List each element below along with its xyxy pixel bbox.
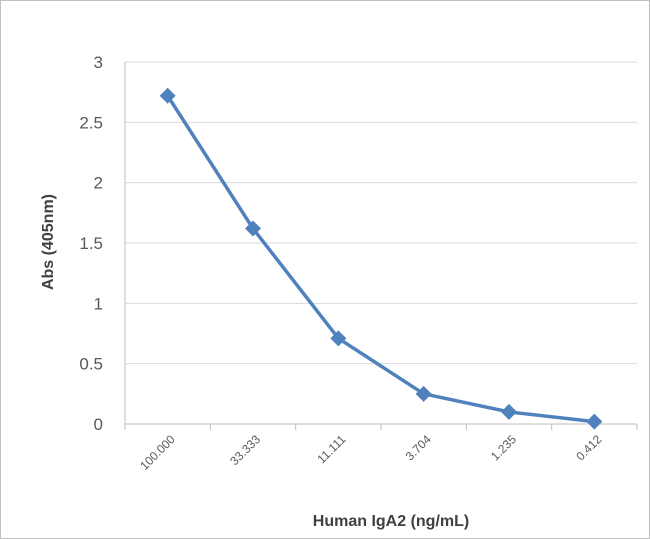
data-point-marker (501, 403, 517, 420)
y-tick-label: 2.5 (79, 113, 103, 132)
y-tick-label: 0.5 (79, 355, 103, 374)
x-tick-label: 11.111 (314, 432, 348, 466)
data-point-marker (330, 330, 347, 347)
x-axis-ticks: 100.000 33.333 11.111 3.704 1.235 0.412 (124, 424, 638, 473)
x-tick-label: 0.412 (573, 432, 604, 463)
y-axis-ticks: 0 0.5 1 1.5 2 2.5 3 (79, 53, 103, 434)
series-line-path (166, 94, 595, 424)
series-line (166, 94, 595, 424)
y-tick-label: 0 (94, 415, 103, 434)
y-axis-title: Abs (405nm) (40, 194, 57, 290)
x-tick-label: 1.235 (488, 432, 519, 463)
y-tick-label: 2 (94, 174, 103, 193)
data-point-marker (245, 220, 261, 237)
x-axis-title: Human IgA2 (ng/mL) (313, 513, 469, 530)
data-point-marker (415, 385, 432, 402)
data-point-marker (586, 413, 603, 430)
y-tick-label: 3 (94, 53, 103, 72)
x-tick-label: 100.000 (137, 432, 178, 473)
y-tick-label: 1 (94, 294, 103, 313)
gridlines (124, 61, 637, 425)
y-tick-label: 1.5 (79, 234, 103, 253)
x-tick-label: 3.704 (403, 432, 434, 463)
x-tick-label: 33.333 (227, 432, 263, 468)
series-markers (159, 87, 603, 430)
data-point-marker (159, 87, 176, 104)
